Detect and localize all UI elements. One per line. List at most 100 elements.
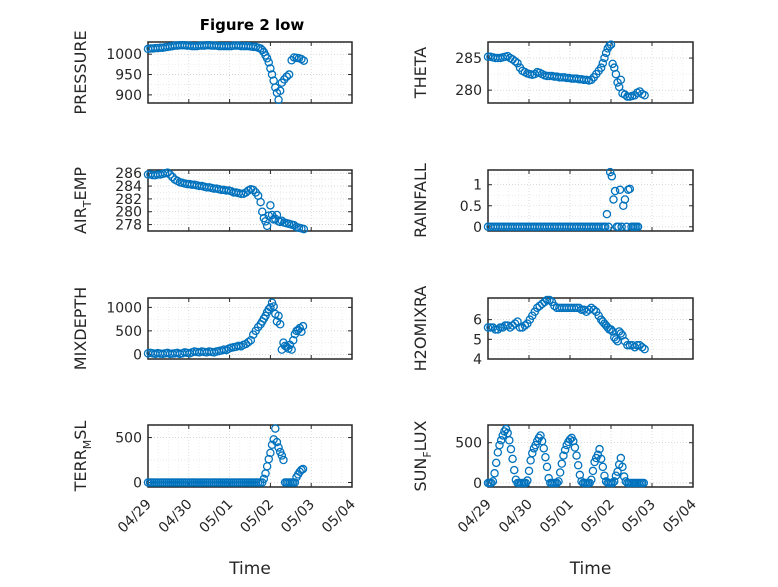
data-point (256, 197, 265, 207)
x-tick-label: 04/29 (115, 497, 155, 537)
x-tick-label: 05/04 (660, 496, 700, 536)
x-tick-label: 04/30 (156, 497, 196, 537)
data-point (288, 335, 298, 345)
data-point (267, 70, 277, 79)
data-point (615, 185, 625, 195)
data-point (607, 172, 617, 181)
data-point (608, 59, 617, 69)
data-point (596, 63, 606, 72)
data-point (515, 323, 525, 332)
data-point (632, 340, 642, 350)
data-point (259, 474, 269, 484)
data-point (574, 303, 584, 313)
data-point (605, 167, 615, 177)
data-point (491, 458, 501, 468)
y-tick-label: 4 (473, 352, 482, 368)
axes-frame-air_temp (147, 169, 353, 232)
data-point (598, 58, 608, 68)
data-point (165, 170, 175, 179)
data-point (559, 451, 568, 460)
panel-rainfall: 0 0.5 1 RAINFALL (411, 163, 694, 238)
data-point (640, 344, 649, 354)
y-label-sub: F (421, 451, 434, 457)
data-point (596, 454, 606, 464)
axes-frame-terr_msl (147, 424, 353, 488)
data-point (297, 327, 306, 337)
data-point (557, 459, 567, 468)
panel-sun_flux: 04/29 04/30 05/01 05/02 05/03 05/04 0 500 SUNFLU… (411, 420, 700, 579)
y-tick-label: 0 (133, 476, 142, 492)
data-point (506, 444, 516, 454)
data-point (505, 436, 514, 445)
series-sun_flux (483, 424, 649, 488)
data-point (539, 444, 549, 453)
y-tick-label: 0 (473, 220, 482, 236)
data-point (523, 476, 532, 485)
y-tick-label: 0 (473, 476, 482, 492)
data-point (262, 54, 272, 63)
series-theta (483, 40, 649, 101)
y-label-main: H2OMIXRA (411, 286, 430, 372)
y-tick-label: 5 (473, 332, 482, 348)
data-point (493, 448, 503, 457)
data-point (640, 91, 649, 100)
data-point (570, 443, 580, 452)
y-label-sub: M (81, 440, 94, 450)
data-point (616, 453, 626, 463)
data-point (249, 185, 258, 195)
data-point (572, 451, 581, 460)
data-point (498, 431, 508, 440)
y-label-rest: EMP (71, 167, 90, 201)
data-point (587, 75, 596, 85)
data-point (610, 186, 620, 196)
data-point (274, 311, 283, 321)
data-point (298, 464, 308, 474)
data-point (609, 195, 618, 204)
y-label-rest: LUX (411, 420, 430, 451)
y-tick-label: 284 (115, 179, 142, 195)
data-point (264, 58, 274, 67)
data-point (616, 75, 626, 85)
y-tick-label: 280 (455, 83, 482, 99)
series-mixdepth (143, 298, 308, 359)
y-label-main: THETA (411, 47, 430, 99)
data-point (490, 469, 499, 478)
y-tick-label: 1 (473, 178, 482, 194)
data-point (521, 478, 530, 488)
data-point (491, 325, 500, 334)
data-point (531, 440, 540, 450)
data-point (611, 471, 621, 480)
data-point (637, 342, 647, 352)
data-point (542, 462, 552, 472)
x-tick-label: 05/02 (578, 497, 618, 537)
series-rainfall (483, 167, 643, 232)
axes-frame-rainfall (487, 169, 694, 232)
data-point (536, 431, 545, 440)
data-point (524, 466, 534, 476)
data-point (608, 478, 617, 488)
data-point (579, 305, 589, 315)
x-axis-label-terr_msl: Time (228, 559, 271, 579)
y-label-sub: T (81, 200, 94, 208)
data-point (266, 64, 275, 73)
data-point (298, 321, 308, 331)
data-point (244, 337, 253, 347)
data-point (284, 70, 294, 79)
data-point (554, 477, 563, 486)
y-axis-label-air_temp: AIRTEMP (71, 167, 94, 234)
y-tick-label: 500 (455, 436, 482, 452)
y-label-main: TERR (71, 449, 90, 492)
data-point (299, 224, 309, 234)
grid-rainfall (487, 170, 694, 231)
axes-frame-theta (487, 41, 694, 104)
data-point (560, 445, 570, 455)
y-tick-label: 285 (455, 51, 482, 67)
data-point (266, 448, 275, 458)
figure-title: Figure 2 low (200, 16, 305, 34)
data-point (274, 95, 283, 104)
data-point (617, 222, 626, 232)
data-point (509, 465, 519, 475)
data-point (163, 168, 172, 177)
